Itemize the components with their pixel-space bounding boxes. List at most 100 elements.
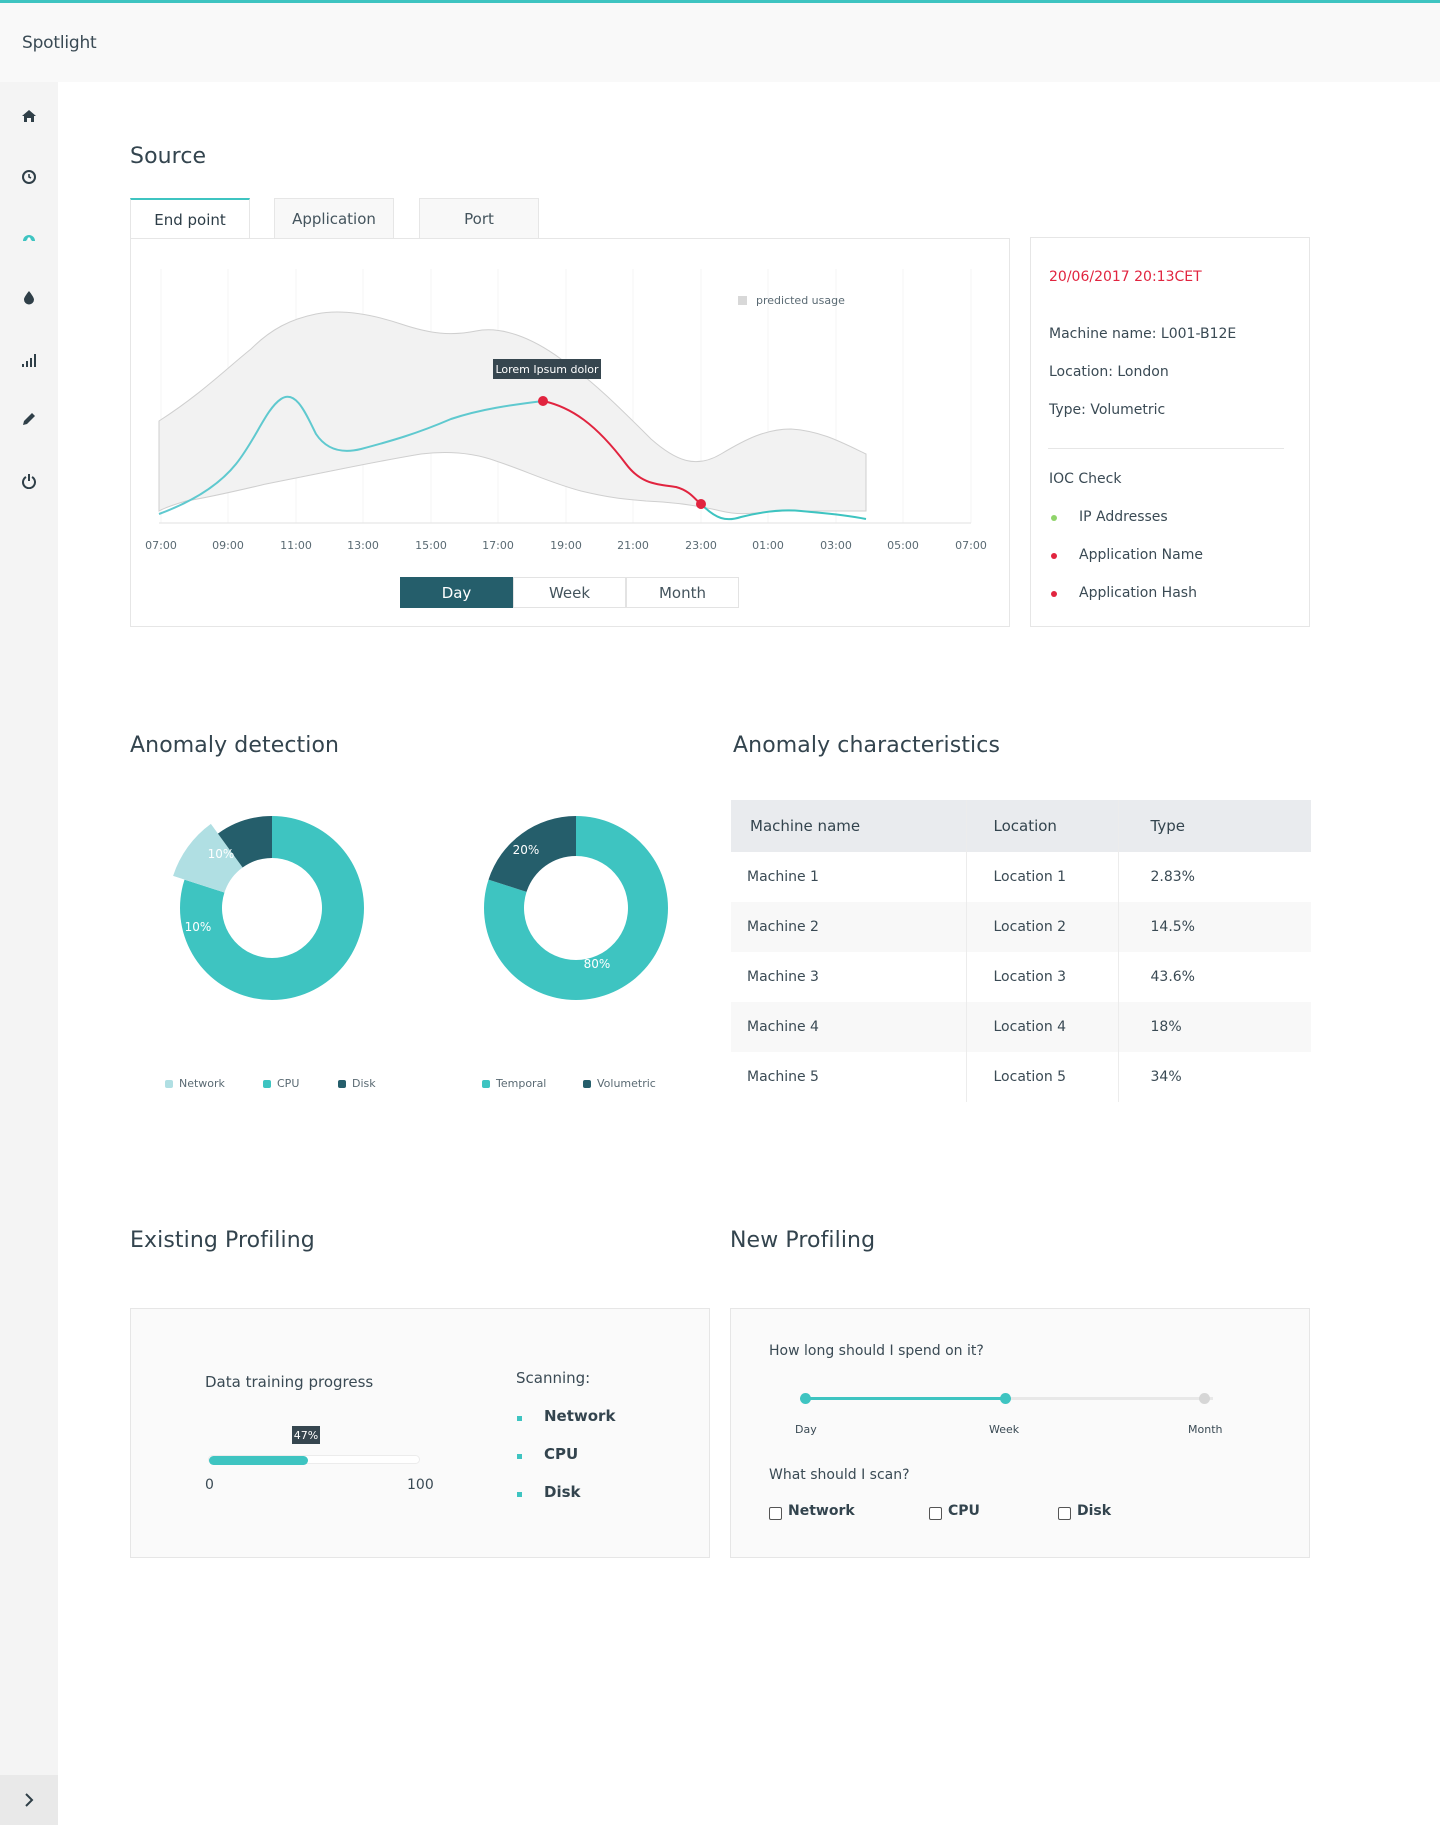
slider-stop-month[interactable] [1199,1393,1210,1404]
tab-application[interactable]: Application [274,198,394,239]
anomaly-table: Machine name Location Type Machine 1 Loca… [731,800,1311,1102]
checkbox-network[interactable] [769,1507,782,1520]
legend-swatch [165,1079,173,1088]
period-month-button[interactable]: Month [626,577,739,608]
scan-question: What should I scan? [769,1467,910,1483]
legend-swatch-predicted [738,296,747,305]
progress-fill [209,1456,308,1465]
x-tick-label: 03:00 [820,539,852,552]
ioc-item-app-hash: Application Hash [1079,585,1197,601]
column-header-location[interactable]: Location [966,800,1119,852]
slider-label-month: Month [1188,1423,1223,1436]
slider-stop-day[interactable] [800,1393,811,1404]
app-title: Spotlight [22,33,97,53]
checkbox-cpu[interactable] [929,1507,942,1520]
legend-swatch [583,1079,591,1088]
table-cell: Location 1 [966,852,1119,902]
anomaly-point[interactable] [538,396,548,406]
table-header-row: Machine name Location Type [731,800,1311,852]
x-tick-label: 21:00 [617,539,649,552]
machine-name: Machine name: L001-B12E [1049,326,1237,342]
legend-label: CPU [277,1077,300,1090]
dashboard-icon[interactable] [19,227,39,247]
actual-usage-line-tail [700,503,867,521]
donut-chart-type: 80% 20% [484,816,668,1000]
donut2-label-volumetric: 20% [513,843,540,857]
legend-volumetric: Volumetric [583,1077,656,1090]
progress-min: 0 [205,1477,214,1493]
table-cell: Machine 2 [731,902,967,952]
donut2-slice-temporal[interactable] [484,816,668,1000]
donut2-slice-volumetric[interactable] [488,816,576,892]
checkbox-label-cpu[interactable]: CPU [948,1503,980,1519]
donut1-slice-cpu[interactable] [180,816,364,1000]
period-week-button[interactable]: Week [513,577,626,608]
donut1-slice-network[interactable] [173,823,243,893]
x-tick-label: 01:00 [752,539,784,552]
tab-port[interactable]: Port [419,198,539,239]
tab-end-point[interactable]: End point [130,198,250,239]
section-title-anomaly-detection: Anomaly detection [130,733,340,758]
column-header-machine[interactable]: Machine name [731,800,967,852]
power-icon[interactable] [19,471,39,491]
legend-swatch [263,1079,271,1088]
table-cell: Location 3 [966,952,1119,1002]
status-dot-red [1051,591,1057,597]
existing-profiling-panel: Data training progress 47% 0 100 Scannin… [130,1308,710,1558]
slider-handle[interactable] [1000,1393,1011,1404]
section-title-existing-profiling: Existing Profiling [130,1228,315,1253]
scanning-label: Scanning: [516,1369,591,1387]
checkbox-label-network[interactable]: Network [788,1503,855,1519]
drop-icon[interactable] [19,287,39,307]
slider-label-week: Week [989,1423,1020,1436]
usage-chart: Lorem Ipsum dolor predicted usage 07:00 … [145,269,987,552]
x-tick-label: 19:00 [550,539,582,552]
sidebar [0,82,58,1825]
progress-max: 100 [407,1477,434,1493]
home-icon[interactable] [19,106,39,126]
scanning-item-disk: Disk [544,1483,581,1501]
table-cell: 43.6% [1118,952,1311,1002]
signal-icon[interactable] [19,350,39,370]
table-row[interactable]: Machine 4 Location 4 18% [731,1002,1311,1052]
scanning-item-network: Network [544,1407,616,1425]
legend-cpu: CPU [263,1077,299,1090]
table-cell: 14.5% [1118,902,1311,952]
legend-label: Temporal [496,1077,547,1090]
donut2-label-temporal: 80% [584,957,611,971]
section-title-anomaly-characteristics: Anomaly characteristics [733,733,1001,758]
table-cell: 18% [1118,1002,1311,1052]
anomaly-point-end[interactable] [696,499,706,509]
training-progress-label: Data training progress [205,1373,374,1391]
event-type: Type: Volumetric [1049,402,1166,418]
checkbox-label-disk[interactable]: Disk [1077,1503,1112,1519]
legend-label: Network [179,1077,225,1090]
x-tick-label: 05:00 [887,539,919,552]
table-row[interactable]: Machine 5 Location 5 34% [731,1052,1311,1102]
legend-disk: Disk [338,1077,376,1090]
table-row[interactable]: Machine 3 Location 3 43.6% [731,952,1311,1002]
section-title-new-profiling: New Profiling [730,1228,876,1253]
x-tick-label: 11:00 [280,539,312,552]
column-header-type[interactable]: Type [1118,800,1311,852]
period-day-button[interactable]: Day [400,577,513,608]
pencil-icon[interactable] [19,409,39,429]
x-tick-label: 07:00 [145,539,177,552]
table-row[interactable]: Machine 2 Location 2 14.5% [731,902,1311,952]
x-tick-label: 15:00 [415,539,447,552]
status-dot-red [1051,553,1057,559]
clock-icon[interactable] [19,167,39,187]
table-cell: Location 4 [966,1002,1119,1052]
section-title-source: Source [130,144,207,169]
table-cell: Machine 5 [731,1052,967,1102]
donut1-slices [173,816,364,1000]
progress-track [208,1455,420,1465]
sidebar-expand-button[interactable] [0,1775,58,1825]
table-cell: Machine 4 [731,1002,967,1052]
table-cell: Location 5 [966,1052,1119,1102]
checkbox-disk[interactable] [1058,1507,1071,1520]
event-date: 20/06/2017 20:13CET [1049,269,1202,285]
donut1-slice-disk[interactable] [217,816,272,868]
table-row[interactable]: Machine 1 Location 1 2.83% [731,852,1311,902]
slider-label-day: Day [795,1423,817,1436]
